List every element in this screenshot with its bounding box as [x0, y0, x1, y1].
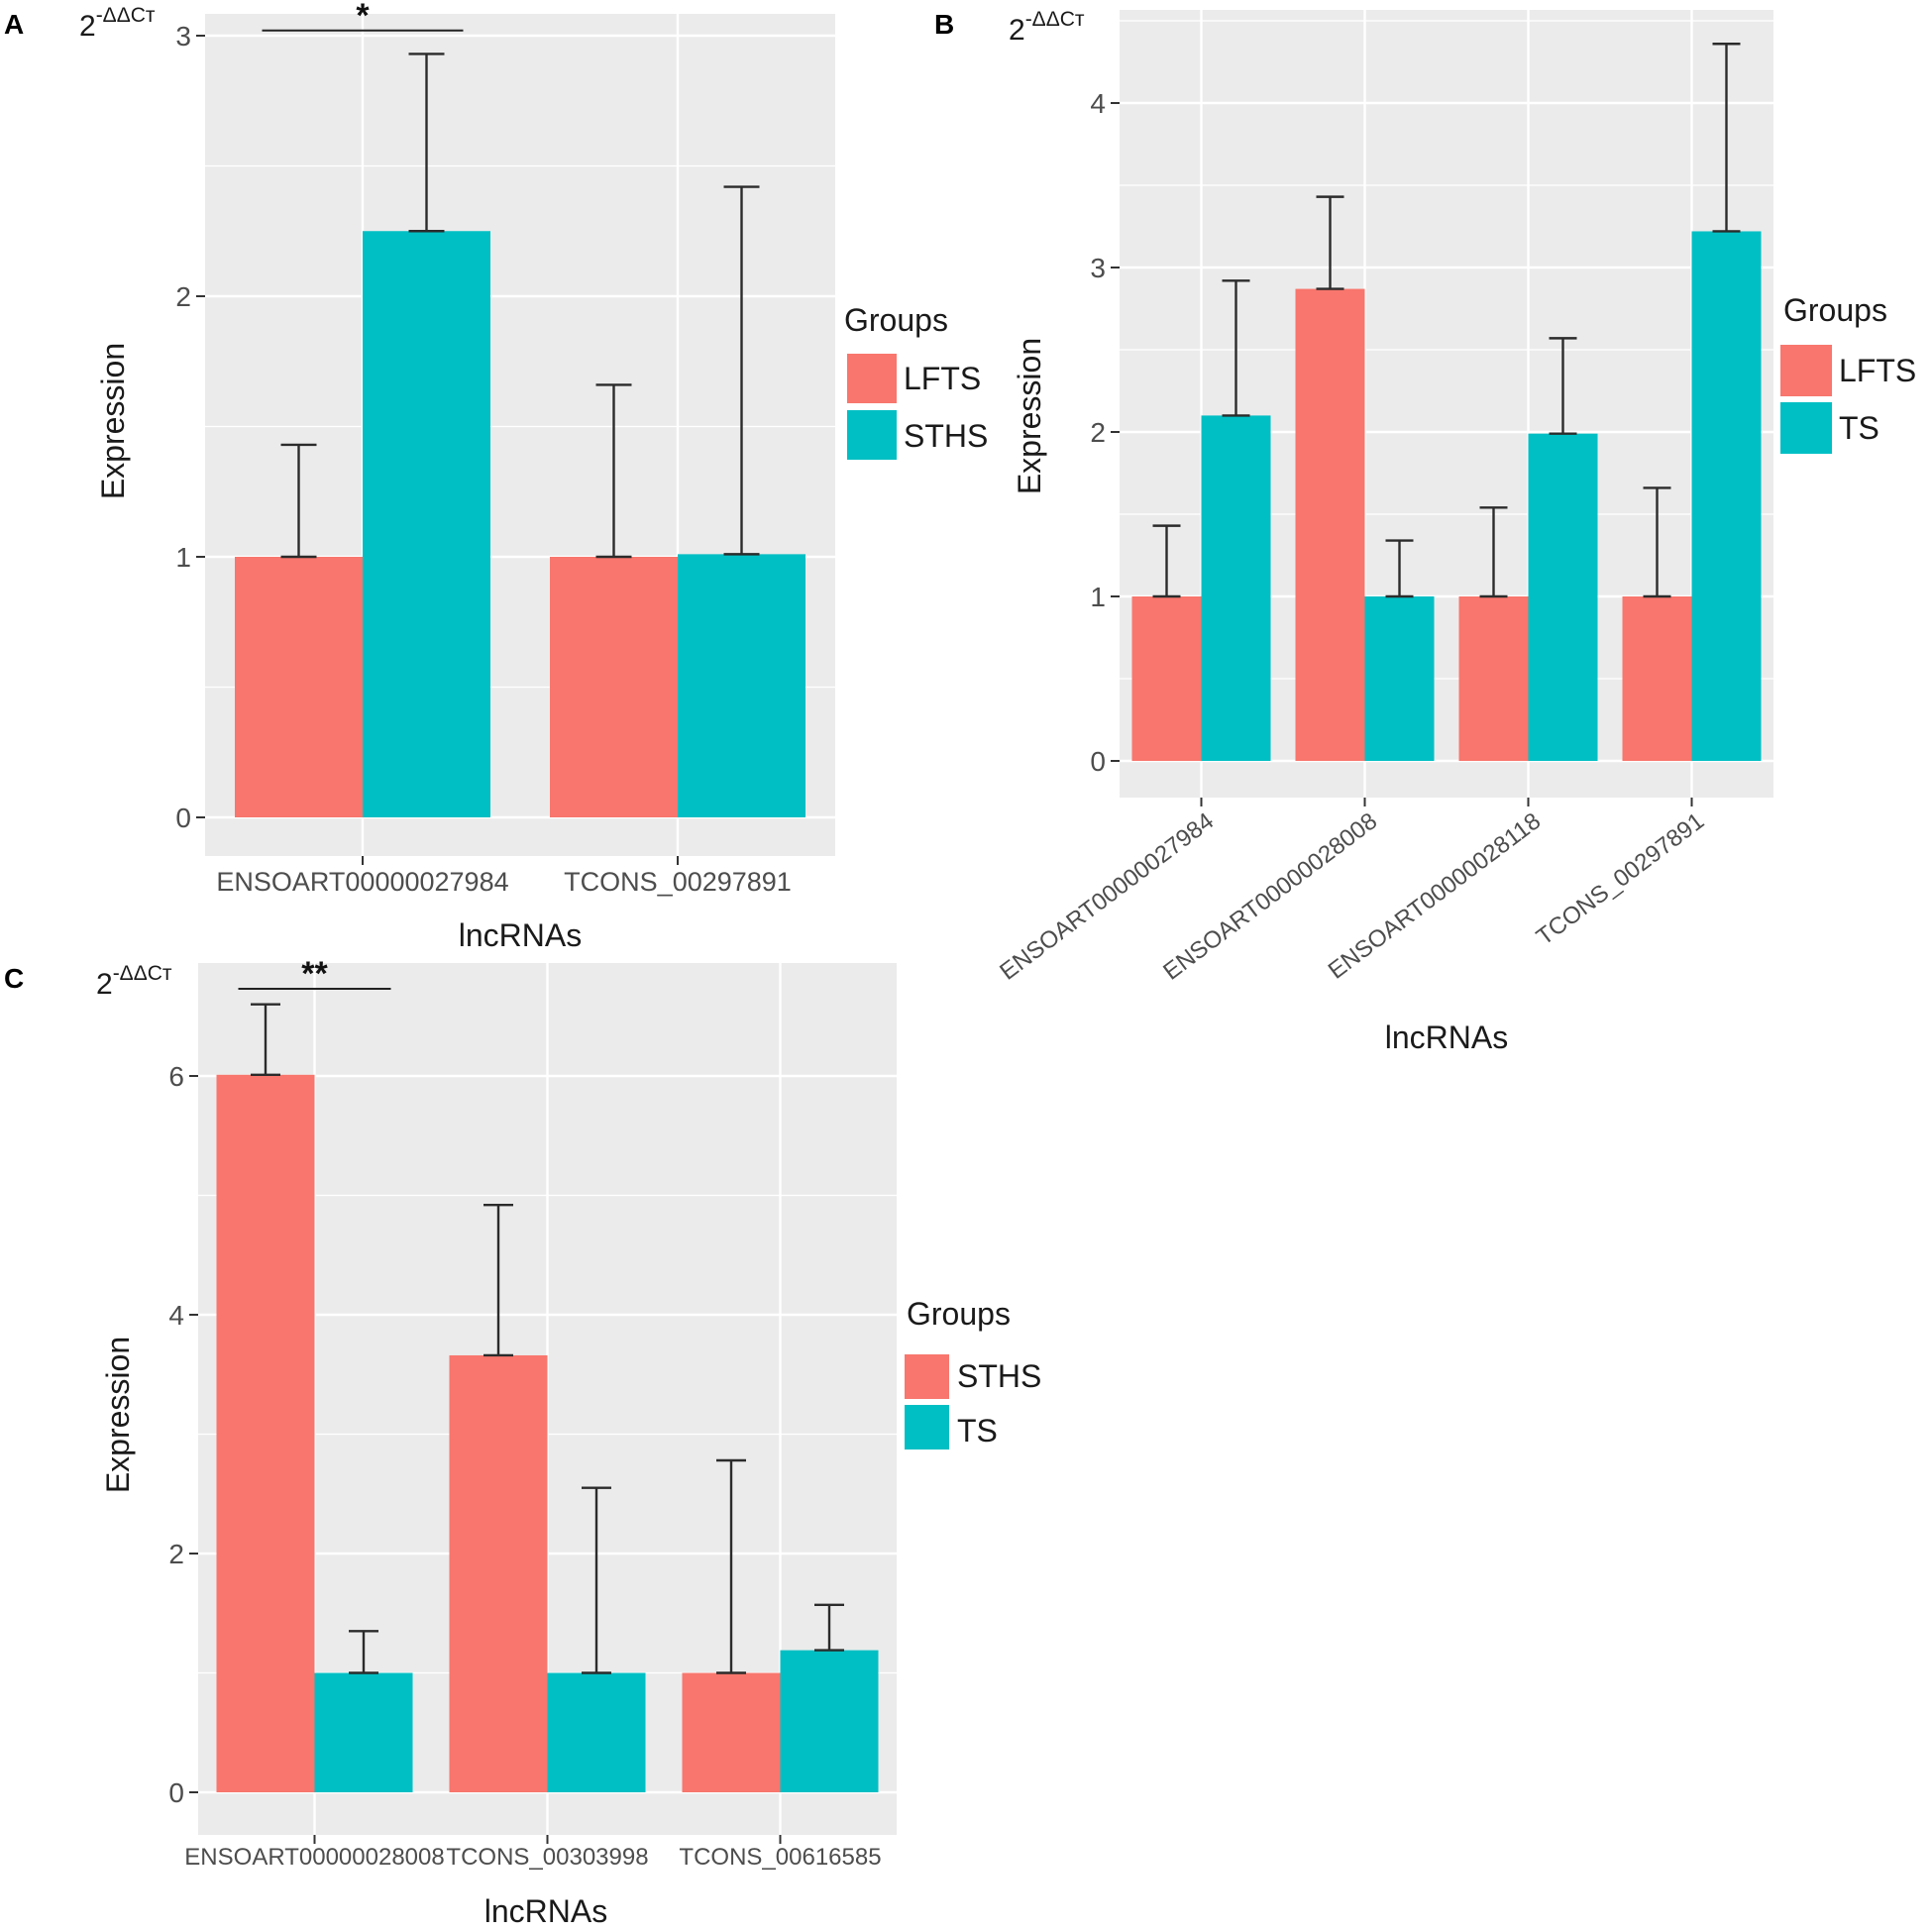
panel-b-legend-label-ts: TS	[1839, 410, 1879, 446]
y-tick-label: 0	[175, 803, 191, 833]
panel-b-x-axis-title: lncRNAs	[1385, 1020, 1508, 1055]
bar-lfts-ensoart00000028008	[1295, 288, 1365, 761]
bar-ts-tcons_00297891	[1691, 231, 1762, 762]
panel-b-y-axis-title: Expression	[1012, 338, 1047, 494]
panel-letter-a: A	[4, 9, 24, 40]
panel-b: B 2-ΔΔCт 0 1 2 3 4 ENSOART00000027984ENSOART…	[934, 8, 1916, 1055]
panel-c-y-ticks: 0 2 4 6	[168, 1061, 198, 1808]
panel-letter-c: C	[4, 963, 24, 994]
panel-c-error-bars	[251, 1003, 844, 1674]
panel-a-legend: Groups LFTS STHS	[844, 302, 988, 460]
panel-b-x-ticks: ENSOART00000027984ENSOART00000028008ENSO…	[995, 798, 1709, 986]
bar-ts-ensoart00000028008	[1364, 596, 1435, 761]
significance-label: **	[301, 955, 328, 993]
panel-b-ylabel-base: 2-ΔΔCт	[1009, 8, 1085, 47]
y-tick-label: 0	[1090, 746, 1106, 777]
panel-c-legend-swatch-ts	[905, 1405, 949, 1449]
x-tick-label: TCONS_00616585	[679, 1844, 881, 1871]
panel-letter-b: B	[934, 9, 954, 40]
bar-sths-tcons_00616585	[682, 1672, 781, 1792]
panel-c-legend-label-ts: TS	[957, 1413, 998, 1449]
panel-c-legend-swatch-sths	[905, 1354, 949, 1399]
panel-a-legend-title: Groups	[844, 302, 948, 338]
panel-c-significance: **	[238, 955, 391, 993]
panel-a-legend-label-lfts: LFTS	[904, 361, 981, 396]
y-tick-label: 4	[1090, 88, 1106, 119]
panel-c-x-axis-title: lncRNAs	[484, 1893, 607, 1929]
bar-sths-ensoart00000027984	[363, 231, 490, 817]
panel-a-legend-swatch-lfts	[847, 354, 897, 403]
panel-a-error-bars	[280, 53, 760, 559]
panel-a-y-axis-title: Expression	[95, 343, 131, 499]
bar-lfts-ensoart00000027984	[1131, 596, 1202, 761]
panel-c-ylabel-base: 2-ΔΔCт	[96, 962, 172, 1001]
y-tick-label: 4	[168, 1300, 184, 1331]
panel-a-bars	[235, 231, 805, 817]
panel-a-legend-swatch-sths	[847, 410, 897, 460]
significance-label: *	[356, 0, 370, 35]
panel-a-significance: *	[262, 0, 464, 35]
y-tick-label: 3	[1090, 253, 1106, 283]
bar-lfts-ensoart00000027984	[235, 557, 363, 817]
panel-c-legend-label-sths: STHS	[957, 1358, 1041, 1394]
panel-c-x-ticks: ENSOART00000028008 TCONS_00303998 TCONS_00…	[184, 1835, 882, 1871]
panel-a-ylabel-base: 2-ΔΔCт	[79, 4, 156, 43]
y-tick-label: 2	[1090, 417, 1106, 448]
y-tick-label: 1	[175, 542, 191, 573]
panel-a-x-axis-title: lncRNAs	[459, 917, 582, 953]
y-tick-label: 0	[168, 1777, 184, 1808]
panel-b-legend-title: Groups	[1783, 292, 1887, 328]
x-tick-label: TCONS_00303998	[446, 1844, 648, 1871]
bar-sths-tcons_00297891	[678, 554, 805, 817]
panel-b-legend-label-lfts: LFTS	[1839, 353, 1916, 388]
y-tick-label: 2	[175, 281, 191, 312]
bar-sths-tcons_00303998	[449, 1354, 548, 1792]
panel-b-legend-swatch-ts	[1780, 402, 1832, 454]
bar-lfts-tcons_00297891	[1622, 596, 1692, 761]
x-tick-label: ENSOART00000028008	[184, 1844, 444, 1871]
panel-b-y-ticks: 0 1 2 3 4	[1090, 88, 1120, 777]
panel-c-bars	[216, 1074, 879, 1792]
y-tick-label: 6	[168, 1061, 184, 1092]
bar-ts-ensoart00000027984	[1201, 415, 1271, 761]
x-tick-label: ENSOART00000027984	[216, 867, 508, 897]
bar-ts-ensoart00000028118	[1528, 433, 1598, 761]
panel-c-legend: Groups STHS TS	[905, 1296, 1041, 1449]
bar-lfts-tcons_00297891	[550, 557, 678, 817]
panel-c-y-axis-title: Expression	[100, 1337, 136, 1493]
bar-ts-ensoart00000028008	[314, 1672, 413, 1792]
bar-ts-tcons_00303998	[547, 1672, 646, 1792]
y-tick-label: 3	[175, 21, 191, 52]
x-tick-label: TCONS_00297891	[564, 867, 792, 897]
bar-lfts-ensoart00000028118	[1458, 596, 1529, 761]
y-tick-label: 2	[168, 1539, 184, 1569]
bar-sths-ensoart00000028008	[216, 1074, 315, 1792]
panel-b-error-bars	[1152, 43, 1741, 598]
panel-a-x-ticks: ENSOART00000027984 TCONS_00297891	[216, 856, 792, 897]
panel-b-legend: Groups LFTS TS	[1780, 292, 1916, 454]
x-tick-label: TCONS_00297891	[1532, 807, 1709, 950]
panel-b-bars	[1131, 231, 1762, 762]
panel-a-legend-label-sths: STHS	[904, 418, 988, 454]
bar-ts-tcons_00616585	[780, 1650, 879, 1792]
panel-a: A 2-ΔΔCт * 0 1 2 3 ENSOART00000027984 TCONS_…	[4, 0, 988, 953]
panel-a-y-ticks: 0 1 2 3	[175, 21, 205, 833]
panel-c-legend-title: Groups	[907, 1296, 1011, 1332]
y-tick-label: 1	[1090, 582, 1106, 612]
panel-b-legend-swatch-lfts	[1780, 345, 1832, 396]
